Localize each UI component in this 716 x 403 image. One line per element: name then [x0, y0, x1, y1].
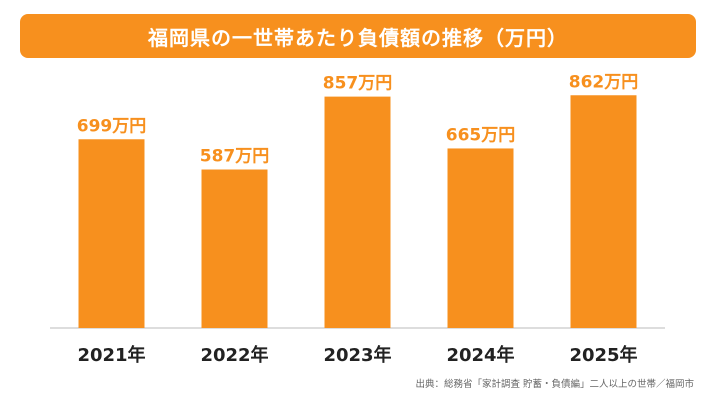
chart-title-banner: 福岡県の一世帯あたり負債額の推移（万円）: [20, 14, 696, 58]
x-tick-label-1: 2022年: [200, 344, 268, 366]
x-tick-label-4: 2025年: [569, 344, 637, 366]
x-tick-label-2: 2023年: [323, 344, 391, 366]
bar-2: [324, 96, 391, 328]
chart-title: 福岡県の一世帯あたり負債額の推移（万円）: [148, 25, 568, 50]
bar-4: [570, 95, 637, 328]
bar-0: [78, 139, 145, 328]
value-label-4: 862万円: [569, 72, 639, 92]
value-label-0: 699万円: [77, 116, 147, 136]
bar-3: [447, 148, 514, 328]
source-note: 出典：総務省「家計調査 貯蓄・負債編」二人以上の世帯／福岡市: [415, 379, 694, 390]
x-tick-label-3: 2024年: [446, 344, 514, 366]
value-label-2: 857万円: [323, 74, 393, 94]
x-tick-label-0: 2021年: [77, 344, 145, 366]
bar-1: [201, 169, 268, 328]
value-label-3: 665万円: [446, 125, 516, 145]
value-label-1: 587万円: [200, 147, 270, 167]
